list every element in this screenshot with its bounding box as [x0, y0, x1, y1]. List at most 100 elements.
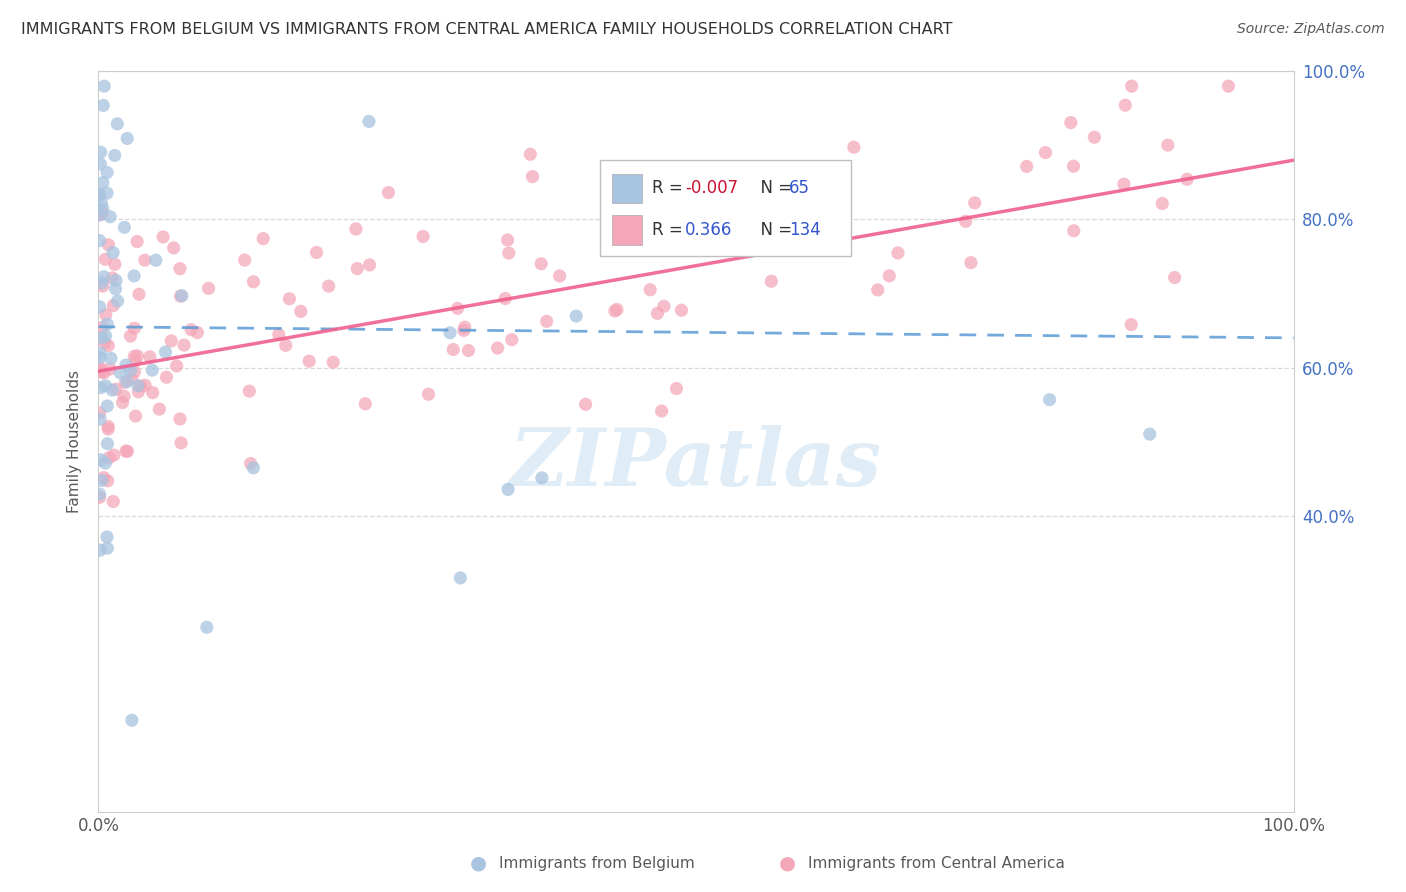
Point — [494, 292, 516, 306]
FancyBboxPatch shape — [613, 215, 643, 244]
Point — [107, 293, 129, 308]
Text: Source: ZipAtlas.com: Source: ZipAtlas.com — [1237, 22, 1385, 37]
Point — [89, 543, 111, 558]
Point — [101, 383, 124, 397]
Point — [606, 302, 628, 317]
Text: ●: ● — [470, 854, 486, 873]
Point — [127, 349, 149, 363]
Point — [93, 79, 115, 94]
Text: R =: R = — [652, 179, 688, 197]
Point — [496, 233, 519, 247]
Point — [104, 382, 127, 396]
Point — [354, 397, 377, 411]
Point — [90, 276, 112, 290]
Point — [120, 363, 142, 377]
Point — [139, 350, 162, 364]
Point — [737, 195, 759, 210]
Point — [866, 283, 889, 297]
Point — [160, 334, 183, 348]
Point — [651, 404, 673, 418]
Point — [89, 300, 111, 314]
Point — [89, 208, 111, 222]
Point — [93, 366, 115, 380]
Point — [108, 366, 131, 380]
Point — [89, 412, 111, 426]
Point — [501, 333, 523, 347]
Point — [101, 245, 124, 260]
Point — [104, 257, 127, 271]
Point — [166, 359, 188, 373]
Point — [963, 195, 986, 210]
Point — [1060, 115, 1083, 129]
Text: Immigrants from Belgium: Immigrants from Belgium — [499, 856, 695, 871]
Point — [124, 353, 146, 368]
Point — [142, 385, 165, 400]
Point — [239, 457, 262, 471]
Text: -0.007: -0.007 — [685, 179, 738, 197]
Point — [89, 188, 111, 202]
Point — [152, 230, 174, 244]
Point — [90, 452, 112, 467]
Point — [842, 140, 865, 154]
Point — [603, 304, 626, 318]
Point — [148, 402, 170, 417]
Point — [359, 258, 381, 272]
Point — [565, 309, 588, 323]
Point — [89, 234, 111, 248]
Point — [666, 191, 689, 205]
Point — [1038, 392, 1060, 407]
Point — [96, 399, 118, 413]
Point — [242, 275, 264, 289]
Point — [124, 349, 146, 363]
Point — [346, 261, 368, 276]
Point — [128, 287, 150, 301]
Point — [97, 338, 120, 352]
Point — [89, 187, 111, 202]
Point — [298, 354, 321, 368]
Point — [89, 351, 111, 365]
Point — [344, 222, 367, 236]
Point — [100, 351, 122, 366]
Point — [115, 375, 138, 389]
Point — [89, 406, 111, 420]
Point — [105, 117, 128, 131]
Point — [960, 255, 983, 269]
Point — [90, 331, 112, 345]
Point — [89, 157, 111, 171]
Point — [1152, 196, 1174, 211]
Point — [536, 314, 558, 328]
Point — [145, 253, 167, 268]
Point — [91, 279, 114, 293]
Point — [290, 304, 312, 318]
Point — [124, 321, 146, 335]
Point — [1112, 178, 1135, 192]
Point — [1218, 79, 1240, 94]
Point — [761, 274, 783, 288]
Point — [90, 207, 112, 221]
Point — [104, 148, 127, 162]
Point — [97, 422, 120, 436]
Text: Immigrants from Central America: Immigrants from Central America — [808, 856, 1066, 871]
Point — [134, 378, 156, 392]
Point — [1175, 172, 1198, 186]
Point — [96, 186, 118, 200]
Point — [97, 474, 120, 488]
Point — [98, 450, 121, 465]
Text: R =: R = — [652, 221, 688, 239]
Point — [94, 329, 117, 343]
Point — [97, 237, 120, 252]
Point — [530, 257, 553, 271]
Text: ZIPatlas: ZIPatlas — [510, 425, 882, 502]
Point — [96, 530, 118, 544]
Point — [486, 341, 509, 355]
Point — [93, 336, 115, 351]
Point — [91, 320, 114, 334]
Point — [163, 241, 186, 255]
Point — [111, 395, 134, 409]
Point — [96, 436, 118, 450]
Point — [605, 221, 627, 235]
Point — [127, 384, 149, 399]
Point — [121, 372, 143, 386]
Point — [122, 268, 145, 283]
Point — [115, 444, 138, 458]
